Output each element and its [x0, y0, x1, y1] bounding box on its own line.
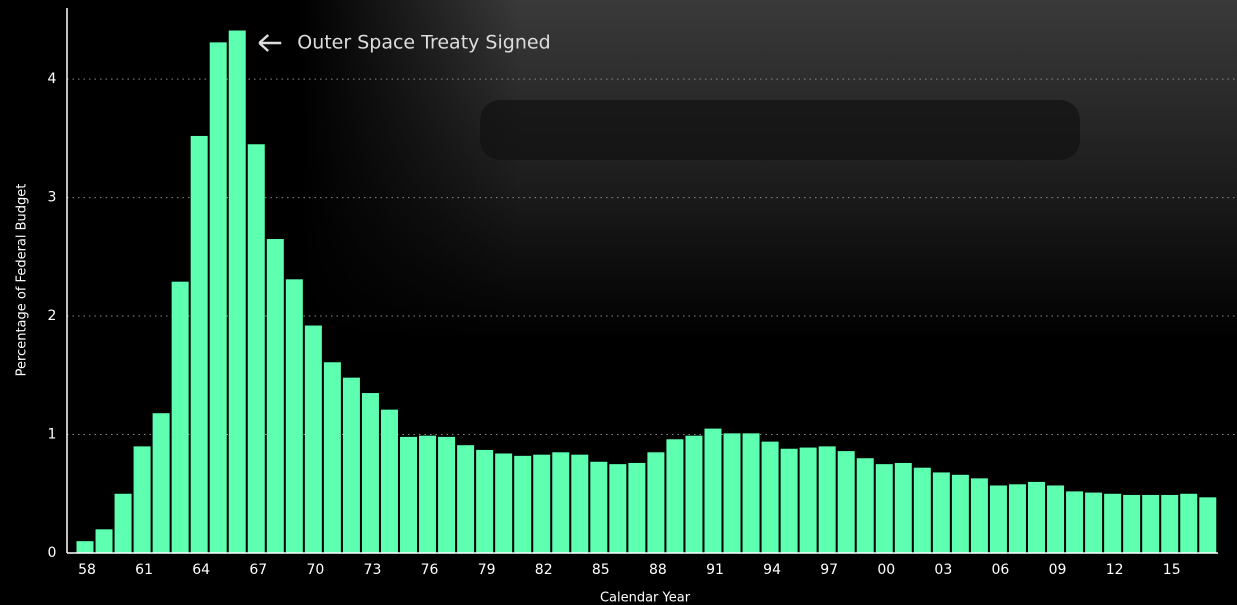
bar	[609, 464, 627, 553]
x-tick-label: 94	[763, 562, 781, 578]
bar	[342, 377, 360, 553]
x-tick-label: 76	[421, 562, 439, 578]
bar	[438, 436, 456, 553]
x-tick-label: 15	[1163, 562, 1181, 578]
annotation: Outer Space Treaty Signed	[297, 32, 550, 54]
bar	[419, 435, 437, 553]
bar	[647, 452, 665, 553]
bar	[1104, 493, 1122, 553]
bar	[1123, 494, 1141, 553]
x-tick-label: 67	[249, 562, 267, 578]
bar	[266, 239, 284, 554]
bar	[970, 478, 988, 553]
x-tick-label: 70	[306, 562, 324, 578]
bar	[913, 467, 931, 553]
bar	[285, 279, 303, 553]
bar	[628, 462, 646, 553]
bar	[1180, 493, 1198, 553]
x-tick-label: 03	[934, 562, 952, 578]
bar	[1142, 494, 1160, 553]
bar	[476, 449, 494, 553]
photo-table	[480, 100, 1080, 160]
x-tick-label: 85	[592, 562, 610, 578]
bar	[152, 413, 170, 553]
bar	[495, 453, 513, 553]
y-tick-label: 2	[48, 308, 57, 324]
bar	[190, 135, 208, 553]
x-tick-label: 09	[1049, 562, 1067, 578]
y-tick-label: 3	[48, 190, 57, 206]
bar	[514, 455, 532, 553]
bar	[704, 428, 722, 553]
bar	[209, 42, 227, 553]
bar	[1066, 491, 1084, 553]
x-tick-label: 73	[364, 562, 382, 578]
photo-fade	[300, 0, 520, 340]
bar	[1008, 484, 1026, 553]
bar	[552, 452, 570, 553]
x-tick-label: 97	[820, 562, 838, 578]
bar	[133, 446, 151, 553]
bar	[457, 445, 475, 553]
bar	[95, 529, 113, 553]
x-tick-label: 12	[1106, 562, 1124, 578]
x-tick-label: 06	[992, 562, 1010, 578]
bar	[856, 458, 874, 553]
bar	[666, 439, 684, 553]
bar	[114, 493, 132, 553]
y-tick-label: 0	[48, 545, 57, 561]
bar	[323, 362, 341, 553]
x-tick-label: 82	[535, 562, 553, 578]
bar	[1161, 494, 1179, 553]
bar	[723, 433, 741, 553]
x-tick-label: 00	[877, 562, 895, 578]
bar	[380, 409, 398, 553]
bar	[989, 485, 1007, 553]
bar	[1085, 492, 1103, 553]
bar	[894, 462, 912, 553]
bar	[818, 446, 836, 553]
bar	[361, 393, 379, 553]
bar	[76, 541, 94, 553]
bar	[875, 464, 893, 553]
bar	[533, 454, 551, 553]
bar	[590, 461, 608, 553]
bar	[247, 144, 265, 553]
bar	[1047, 485, 1065, 553]
x-tick-label: 64	[192, 562, 210, 578]
bar	[171, 281, 189, 553]
y-tick-label: 4	[48, 71, 57, 87]
x-tick-label: 79	[478, 562, 496, 578]
bar	[799, 447, 817, 553]
bar	[742, 433, 760, 553]
x-axis-title: Calendar Year	[600, 591, 691, 605]
x-tick-label: 58	[78, 562, 96, 578]
x-tick-label: 91	[706, 562, 724, 578]
bar	[951, 474, 969, 553]
bar	[228, 30, 246, 554]
bar	[685, 435, 703, 553]
bar	[1028, 481, 1045, 553]
bar	[932, 472, 950, 553]
y-tick-label: 1	[48, 427, 57, 443]
bar	[761, 441, 779, 553]
bar	[1199, 497, 1217, 553]
y-axis-title: Percentage of Federal Budget	[15, 184, 30, 377]
bar	[304, 325, 322, 553]
x-tick-label: 61	[135, 562, 153, 578]
bar	[571, 454, 589, 553]
bar	[400, 436, 418, 553]
bar	[837, 451, 855, 553]
bar	[780, 448, 798, 553]
annotation-arrow	[258, 34, 282, 52]
x-tick-label: 88	[649, 562, 667, 578]
